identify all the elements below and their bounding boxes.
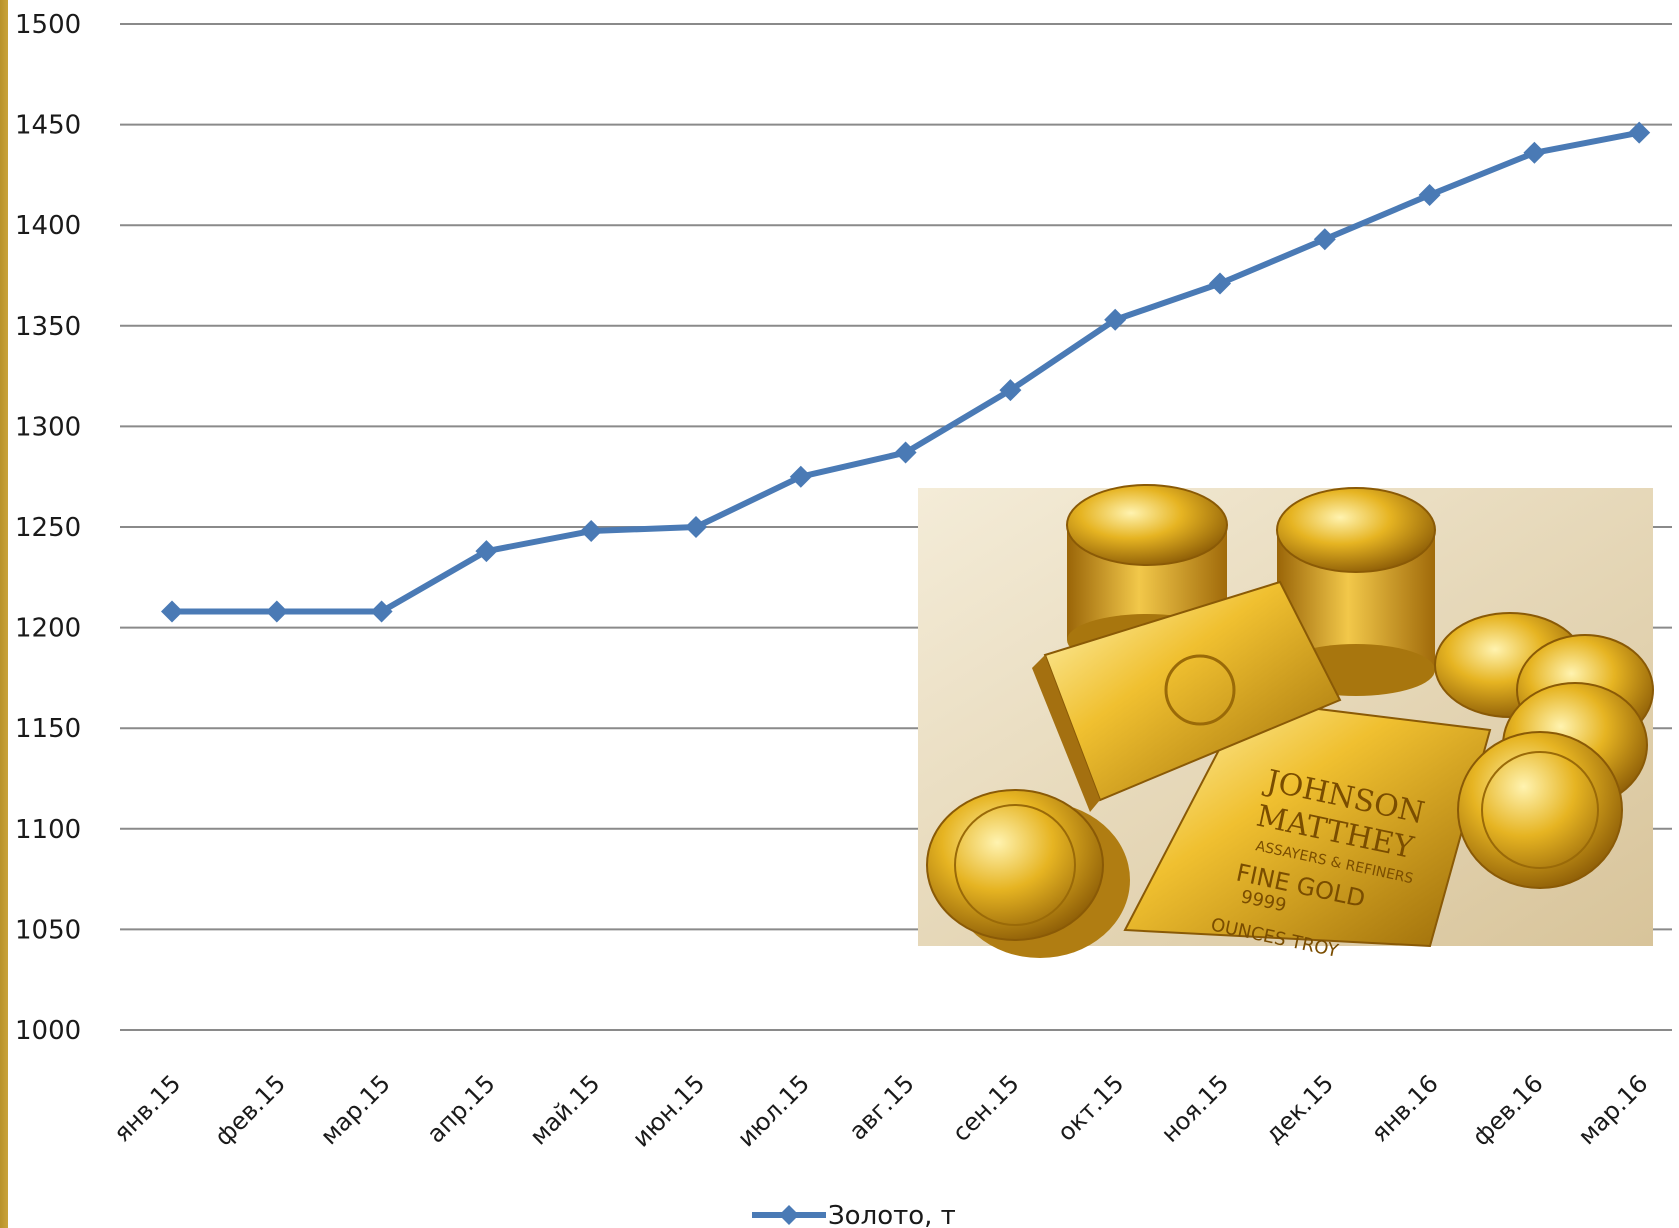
x-tick-label: май.15: [524, 1069, 605, 1150]
series-gold: [161, 121, 1651, 623]
data-point-marker: [789, 465, 812, 488]
y-tick-label: 1400: [15, 211, 81, 241]
y-tick-label: 1350: [15, 312, 81, 342]
data-point-marker: [1628, 121, 1651, 144]
x-tick-label: апр.15: [422, 1069, 501, 1148]
y-tick-label: 1300: [15, 412, 81, 442]
data-point-marker: [999, 379, 1022, 402]
y-tick-label: 1500: [15, 10, 81, 40]
x-tick-label: июн.15: [627, 1069, 710, 1152]
data-point-marker: [1418, 184, 1441, 207]
x-tick-label: янв.16: [1366, 1069, 1444, 1147]
x-tick-label: ноя.15: [1156, 1069, 1234, 1147]
gold-accent-stripe: [0, 0, 8, 1228]
x-tick-label: авг.15: [844, 1069, 920, 1145]
y-tick-label: 1250: [15, 513, 81, 543]
data-point-marker: [1523, 141, 1546, 164]
data-point-marker: [1313, 228, 1336, 251]
johnson-matthey-bar: JOHNSON MATTHEY ASSAYERS & REFINERS FINE…: [1123, 698, 1492, 962]
coins-right: [1434, 612, 1654, 889]
x-axis-ticks: янв.15 фев.15 мар.15 апр.15 май.15 июн.15 июл.…: [108, 1069, 1653, 1152]
data-point-marker: [1209, 272, 1231, 295]
data-point-marker: [475, 540, 498, 563]
x-tick-label: июл.15: [732, 1069, 815, 1152]
legend: Золото, т: [752, 1201, 956, 1228]
gold-bullion-photo: JOHNSON MATTHEY ASSAYERS & REFINERS FINE…: [918, 484, 1654, 962]
data-point-marker: [894, 441, 917, 464]
data-point-marker: [580, 520, 603, 543]
x-tick-label: окт.15: [1052, 1069, 1129, 1146]
legend-label: Золото, т: [828, 1201, 956, 1228]
y-tick-label: 1200: [15, 614, 81, 644]
y-axis-ticks: 1000 1050 1100 1150 1200 1250 1300 1350 1400 1450…: [15, 10, 81, 1046]
data-point-marker: [1104, 308, 1127, 331]
y-tick-label: 1150: [15, 714, 81, 744]
x-tick-label: мар.16: [1573, 1069, 1654, 1150]
data-point-marker: [161, 600, 183, 623]
x-tick-label: янв.15: [108, 1069, 186, 1147]
x-tick-label: сен.15: [947, 1069, 1025, 1147]
data-point-marker: [370, 600, 393, 623]
x-tick-label: фев.16: [1467, 1069, 1549, 1151]
y-tick-label: 1000: [15, 1016, 81, 1046]
x-tick-label: фев.15: [209, 1069, 291, 1151]
x-tick-label: дек.15: [1260, 1069, 1339, 1148]
x-tick-label: мар.15: [315, 1069, 396, 1150]
legend-swatch-marker: [779, 1205, 799, 1225]
data-point-marker: [265, 600, 288, 623]
coins-left: [926, 789, 1130, 958]
y-tick-label: 1050: [15, 915, 81, 945]
y-tick-label: 1100: [15, 815, 81, 845]
y-tick-label: 1450: [15, 111, 81, 141]
data-point-marker: [685, 516, 707, 538]
small-gold-bar: [1032, 580, 1342, 812]
